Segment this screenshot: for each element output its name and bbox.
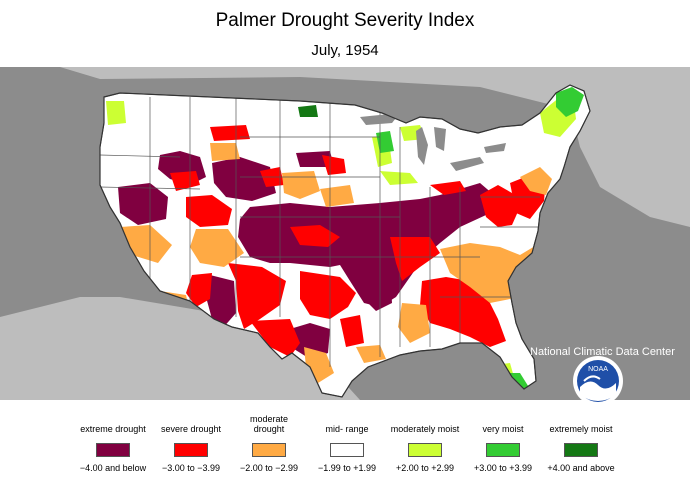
legend-item-moderately-moist: moderately moist +2.00 to +2.99 <box>390 412 460 473</box>
legend-item-extremely-moist: extremely moist +4.00 and above <box>546 412 616 473</box>
legend-label: moderate drought <box>249 414 289 434</box>
legend-swatch <box>96 443 130 457</box>
legend-item-severe-drought: severe drought −3.00 to −3.99 <box>156 412 226 473</box>
legend-swatch <box>408 443 442 457</box>
legend-label: extreme drought <box>80 424 146 434</box>
legend-label: mid- range <box>325 424 369 434</box>
us-drought-map <box>0 67 690 400</box>
legend-label: moderately moist <box>390 424 460 434</box>
map-subtitle: July, 1954 <box>311 42 379 59</box>
legend-swatch <box>486 443 520 457</box>
legend-item-moderate-drought: moderate drought −2.00 to −2.99 <box>234 412 304 473</box>
legend-swatch <box>564 443 598 457</box>
legend-label: very moist <box>482 424 524 434</box>
legend-range: +4.00 and above <box>547 463 615 473</box>
legend-swatch <box>330 443 364 457</box>
legend-item-extreme-drought: extreme drought −4.00 and below <box>78 412 148 473</box>
noaa-logo-icon: NOAA <box>573 356 623 406</box>
legend-range: +3.00 to +3.99 <box>473 463 533 473</box>
map-panel: NOAA National Climatic Data Center <box>0 67 690 406</box>
legend-item-very-moist: very moist +3.00 to +3.99 <box>468 412 538 473</box>
legend-range: −3.00 to −3.99 <box>161 463 221 473</box>
legend-label: severe drought <box>160 424 222 434</box>
legend-range: −2.00 to −2.99 <box>239 463 299 473</box>
map-title: Palmer Drought Severity Index <box>215 10 475 31</box>
legend-range: −1.99 to +1.99 <box>317 463 377 473</box>
legend-swatch <box>174 443 208 457</box>
legend-range: +2.00 to +2.99 <box>395 463 455 473</box>
credit-text: National Climatic Data Center <box>530 346 675 358</box>
legend-swatch <box>252 443 286 457</box>
legend-label: extremely moist <box>549 424 613 434</box>
noaa-logo-text: NOAA <box>588 366 608 373</box>
legend-range: −4.00 and below <box>79 463 147 473</box>
legend-item-mid-range: mid- range −1.99 to +1.99 <box>312 412 382 473</box>
